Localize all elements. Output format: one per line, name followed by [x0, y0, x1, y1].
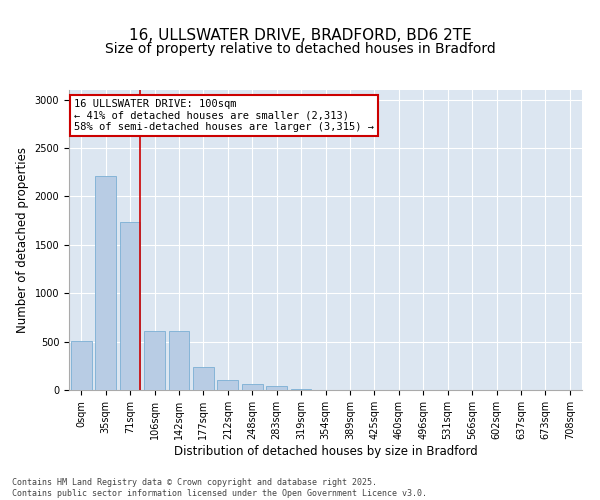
X-axis label: Distribution of detached houses by size in Bradford: Distribution of detached houses by size …: [173, 444, 478, 458]
Bar: [144, 331, 165, 390]
Bar: [71, 340, 92, 390]
Bar: [266, 386, 287, 390]
Text: 16, ULLSWATER DRIVE, BRADFORD, BD6 2TE: 16, ULLSWATER DRIVE, BRADFORD, BD6 2TE: [128, 28, 472, 42]
Bar: [119, 222, 140, 390]
Text: Contains HM Land Registry data © Crown copyright and database right 2025.
Contai: Contains HM Land Registry data © Crown c…: [12, 478, 427, 498]
Text: Size of property relative to detached houses in Bradford: Size of property relative to detached ho…: [104, 42, 496, 56]
Bar: [95, 176, 116, 390]
Y-axis label: Number of detached properties: Number of detached properties: [16, 147, 29, 333]
Bar: [242, 384, 263, 390]
Text: 16 ULLSWATER DRIVE: 100sqm
← 41% of detached houses are smaller (2,313)
58% of s: 16 ULLSWATER DRIVE: 100sqm ← 41% of deta…: [74, 99, 374, 132]
Bar: [169, 331, 190, 390]
Bar: [193, 367, 214, 390]
Bar: [217, 380, 238, 390]
Bar: [290, 388, 311, 390]
